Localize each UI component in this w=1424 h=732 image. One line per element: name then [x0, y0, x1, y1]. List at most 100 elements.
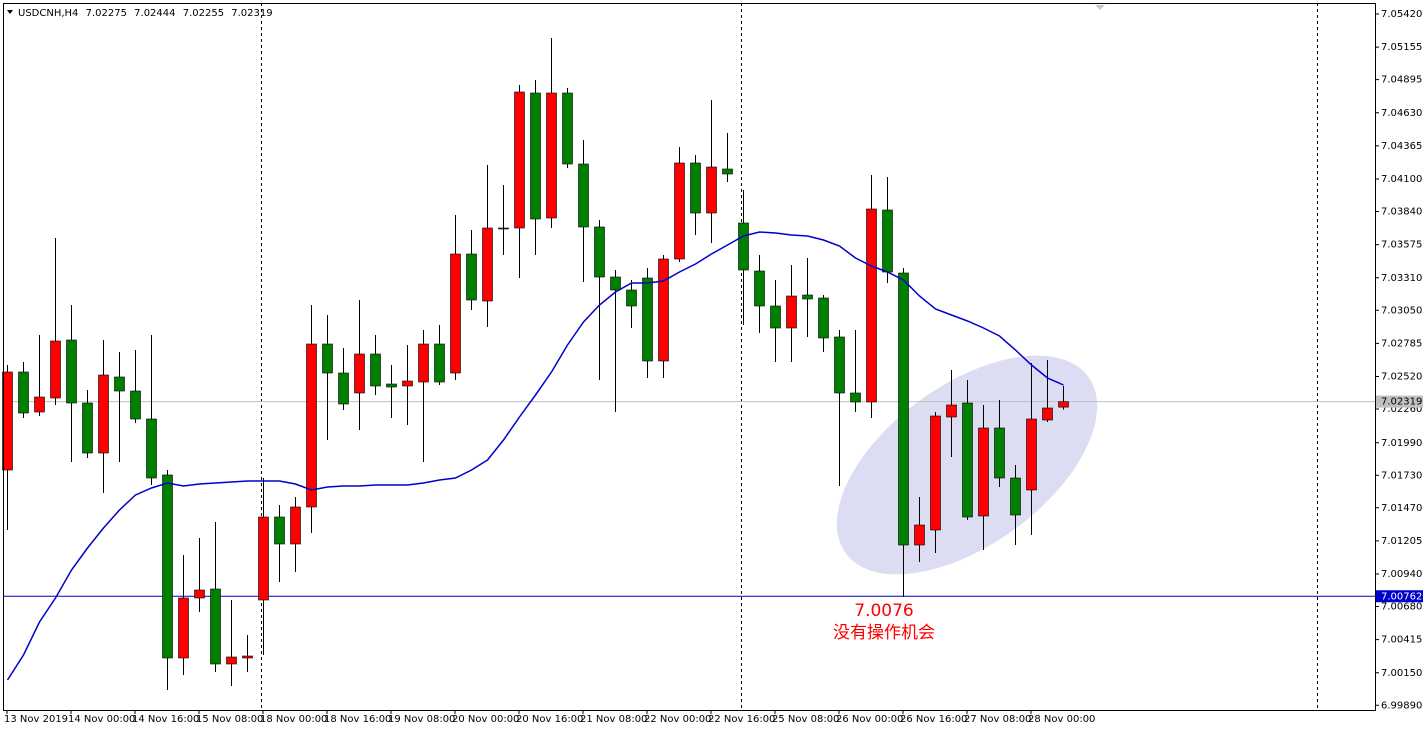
candle-body — [562, 92, 573, 165]
y-tick-label: 7.04365 — [1381, 141, 1422, 152]
candle-body — [146, 418, 157, 479]
candle-body — [626, 289, 637, 307]
candle-body — [1058, 401, 1069, 408]
x-tick-label: 21 Nov 08:00 — [580, 714, 647, 725]
candle-body — [290, 506, 301, 545]
x-tick-label: 22 Nov 00:00 — [644, 714, 711, 725]
candle-body — [402, 380, 413, 387]
candle-body — [258, 516, 269, 601]
candle-body — [722, 168, 733, 175]
candle-body — [274, 516, 285, 545]
candle-body — [82, 402, 93, 454]
current-price-label: 7.02319 — [1381, 397, 1422, 408]
candle-body — [786, 295, 797, 329]
candle-body — [834, 336, 845, 394]
x-tick-label: 26 Nov 00:00 — [836, 714, 903, 725]
candle-body — [866, 208, 877, 403]
x-tick-label: 20 Nov 00:00 — [452, 714, 519, 725]
y-tick-label: 7.01730 — [1381, 470, 1422, 481]
candle-body — [130, 390, 141, 420]
y-tick-label: 7.04630 — [1381, 108, 1422, 119]
candle-body — [594, 226, 605, 278]
y-tick-label: 7.04895 — [1381, 75, 1422, 86]
current-price-box — [1376, 395, 1423, 408]
y-tick-label: 7.03310 — [1381, 273, 1422, 284]
candle-body — [178, 597, 189, 659]
x-tick-label: 25 Nov 08:00 — [772, 714, 839, 725]
candle-body — [498, 227, 509, 230]
candle-body — [2, 371, 13, 471]
candle-body — [914, 524, 925, 546]
x-tick-label: 20 Nov 16:00 — [516, 714, 583, 725]
y-tick-label: 7.02260 — [1381, 404, 1422, 415]
shift-marker — [1095, 5, 1105, 10]
candle-body — [754, 270, 765, 307]
y-tick-label: 7.02785 — [1381, 338, 1422, 349]
candle-body — [50, 340, 61, 399]
plot-area — [2, 38, 1375, 690]
candle-body — [194, 589, 205, 599]
y-tick-label: 7.02520 — [1381, 372, 1422, 383]
candle-body — [882, 209, 893, 273]
y-tick-label: 6.99890 — [1381, 700, 1422, 711]
candle-body — [1026, 418, 1037, 491]
candle-body — [706, 166, 717, 214]
symbol: USDCNH,H4 — [18, 8, 78, 19]
candle-body — [210, 588, 221, 665]
header-close: 7.02319 — [231, 8, 272, 19]
y-tick-label: 7.05420 — [1381, 9, 1422, 20]
x-tick-label: 26 Nov 16:00 — [900, 714, 967, 725]
candle-body — [674, 162, 685, 260]
candle-body — [850, 392, 861, 403]
y-tick-label: 7.00680 — [1381, 602, 1422, 613]
menu-arrow — [7, 10, 13, 14]
candle-body — [434, 343, 445, 383]
x-tick-label: 27 Nov 08:00 — [964, 714, 1031, 725]
x-tick-label: 14 Nov 00:00 — [68, 714, 135, 725]
candle-body — [482, 227, 493, 302]
level-price-box — [1376, 590, 1423, 603]
annotation: 7.0076 — [854, 601, 913, 621]
candle-body — [1042, 407, 1053, 421]
y-tick-label: 7.00150 — [1381, 668, 1422, 679]
candle-body — [338, 372, 349, 405]
y-tick-label: 7.03050 — [1381, 305, 1422, 316]
level-price-label: 7.00762 — [1381, 591, 1422, 602]
candle-body — [322, 343, 333, 374]
plot-frame — [3, 3, 1376, 711]
candle-body — [690, 162, 701, 214]
candle-body — [530, 92, 541, 220]
y-tick-label: 7.00415 — [1381, 635, 1422, 646]
candle-body — [386, 383, 397, 388]
candle-body — [114, 376, 125, 392]
candle-body — [450, 253, 461, 374]
candle-body — [418, 343, 429, 383]
candle-body — [162, 474, 173, 659]
header-low: 7.02255 — [183, 8, 224, 19]
candle-body — [994, 427, 1005, 479]
candle-body — [642, 277, 653, 362]
candle-body — [98, 374, 109, 454]
candle-body — [818, 297, 829, 339]
candle-body — [514, 91, 525, 229]
candle-body — [738, 222, 749, 271]
y-tick-label: 7.01205 — [1381, 536, 1422, 547]
candle-body — [978, 427, 989, 517]
candle-body — [578, 163, 589, 228]
header-high: 7.02444 — [134, 8, 175, 19]
candle-body — [66, 339, 77, 404]
header-open: 7.02275 — [86, 8, 127, 19]
candle-body — [242, 655, 253, 659]
y-tick-label: 7.01990 — [1381, 438, 1422, 449]
candle-body — [18, 371, 29, 414]
y-tick-label: 7.03575 — [1381, 240, 1422, 251]
candle-body — [354, 353, 365, 394]
x-tick-label: 28 Nov 00:00 — [1028, 714, 1095, 725]
candle-body — [610, 276, 621, 291]
candle-body — [34, 396, 45, 413]
candle-body — [898, 272, 909, 546]
candle-body — [770, 305, 781, 329]
x-tick-label: 14 Nov 16:00 — [132, 714, 199, 725]
x-tick-label: 19 Nov 08:00 — [388, 714, 455, 725]
